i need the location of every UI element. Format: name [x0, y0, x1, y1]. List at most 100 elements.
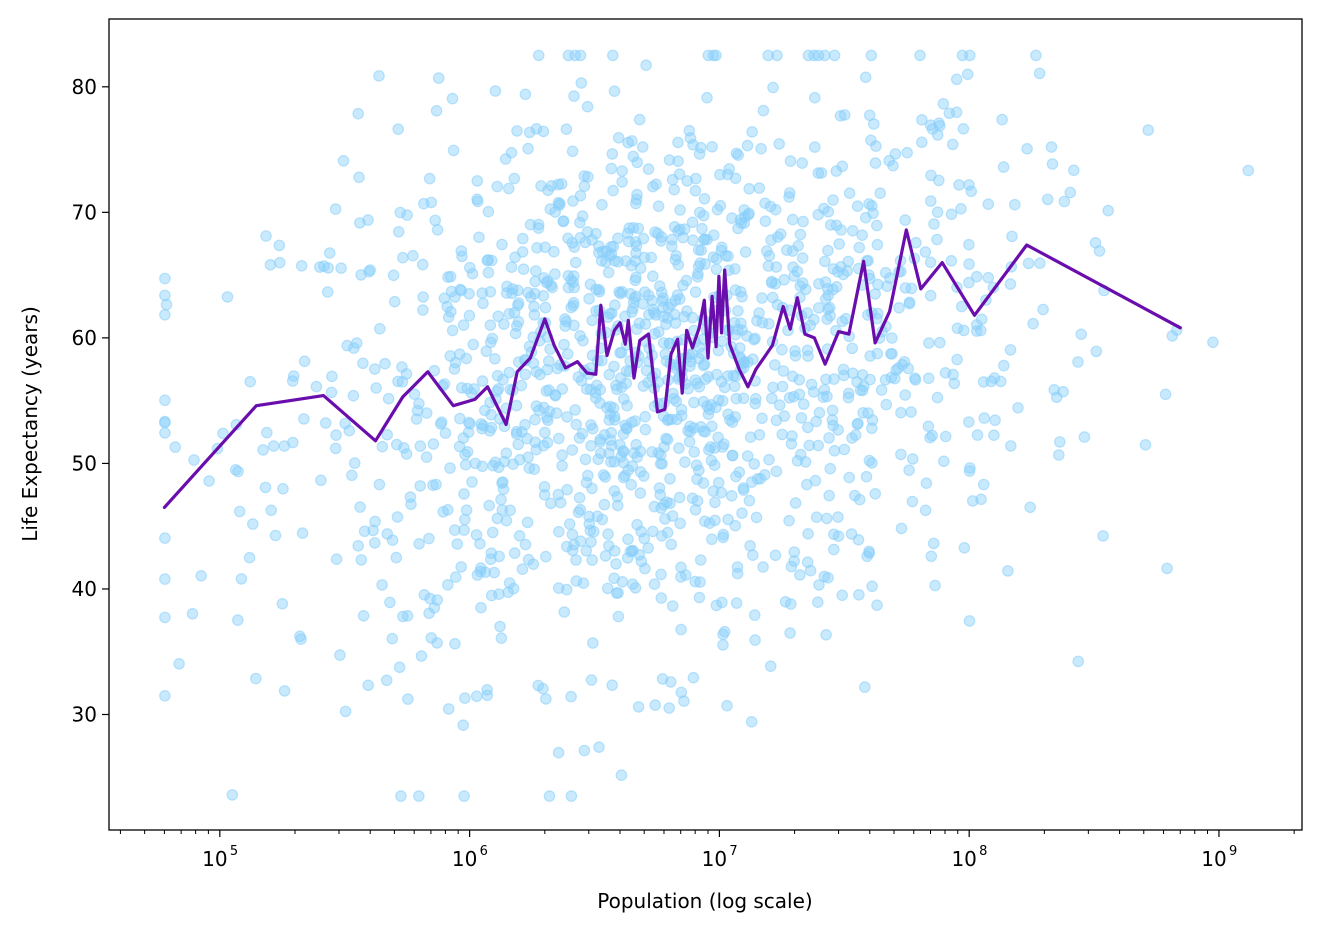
scatter-point: [471, 569, 484, 581]
scatter-point: [804, 319, 816, 332]
scatter-point: [463, 261, 476, 274]
x-tick-label: 10: [1201, 847, 1226, 871]
scatter-point: [469, 457, 482, 470]
scatter-point: [763, 250, 776, 262]
scatter-point: [863, 454, 876, 467]
scatter-point: [512, 297, 525, 309]
scatter-point: [348, 457, 361, 469]
scatter-point: [504, 504, 516, 517]
scatter-point: [734, 213, 747, 226]
scatter-point: [849, 429, 862, 441]
scatter-point: [988, 429, 1000, 441]
scatter-point: [1242, 164, 1255, 177]
scatter-point: [560, 123, 573, 135]
scatter-point: [811, 596, 824, 608]
scatter-point: [458, 790, 470, 802]
scatter-point: [801, 307, 814, 319]
scatter-point: [727, 369, 740, 382]
scatter-point: [905, 406, 917, 418]
scatter-point: [635, 555, 648, 568]
scatter-point: [797, 215, 809, 228]
scatter-point: [799, 283, 812, 296]
scatter-point: [516, 232, 529, 245]
scatter-point: [645, 251, 658, 264]
scatter-point: [358, 525, 371, 538]
scatter-point: [471, 175, 484, 187]
scatter-point: [689, 286, 702, 298]
scatter-point: [653, 482, 666, 494]
scatter-point: [586, 314, 598, 327]
scatter-point: [666, 600, 679, 612]
scatter-point: [928, 218, 940, 230]
scatter-point: [910, 236, 922, 249]
scatter-point: [945, 254, 958, 267]
scatter-point: [411, 404, 424, 417]
scatter-point: [412, 790, 425, 802]
scatter-point: [512, 315, 525, 328]
scatter-point: [748, 609, 761, 621]
scatter-point: [812, 302, 825, 314]
scatter-point: [470, 690, 483, 703]
scatter-point: [457, 319, 470, 331]
scatter-point: [400, 448, 413, 460]
scatter-point: [401, 609, 414, 622]
scatter-point: [1033, 67, 1046, 80]
scatter-point: [568, 90, 580, 102]
scatter-point: [843, 187, 856, 199]
scatter-point: [402, 693, 414, 705]
scatter-point: [616, 176, 628, 188]
scatter-point: [920, 477, 933, 489]
scatter-point: [519, 88, 532, 101]
scatter-point: [354, 501, 366, 513]
scatter-point: [221, 291, 234, 303]
scatter-point: [423, 172, 436, 185]
scatter-point: [757, 561, 769, 573]
scatter-point: [561, 411, 573, 423]
scatter-point: [427, 438, 440, 450]
scatter-point: [657, 337, 670, 349]
scatter-point: [370, 382, 382, 394]
scatter-point: [709, 514, 721, 527]
y-tick-label: 60: [72, 326, 97, 350]
scatter-point: [555, 178, 568, 190]
scatter-point: [549, 268, 561, 280]
scatter-point: [615, 346, 628, 359]
scatter-point: [899, 389, 911, 401]
scatter-point: [637, 470, 650, 482]
scatter-point: [576, 210, 589, 222]
scatter-point: [729, 263, 741, 275]
scatter-point: [319, 417, 332, 429]
scatter-point: [689, 575, 701, 588]
scatter-point: [491, 369, 504, 382]
scatter-point: [757, 104, 770, 117]
scatter-point: [160, 298, 173, 311]
x-tick-exponent: 7: [729, 844, 737, 859]
scatter-point: [1093, 245, 1106, 257]
scatter-point: [585, 674, 598, 686]
scatter-point: [801, 344, 814, 357]
scatter-point: [630, 240, 643, 252]
scatter-point: [339, 417, 351, 430]
scatter-point: [538, 480, 551, 493]
scatter-point: [801, 556, 814, 568]
scatter-point: [710, 263, 723, 276]
scatter-point: [186, 607, 199, 620]
scatter-point: [586, 637, 599, 649]
scatter-point: [392, 226, 405, 238]
scatter-point: [865, 422, 878, 435]
y-tick-label: 80: [72, 75, 97, 99]
scatter-point: [542, 184, 554, 197]
scatter-point: [260, 426, 273, 439]
scatter-point: [530, 123, 543, 135]
scatter-point: [606, 49, 619, 62]
scatter-point: [707, 49, 720, 62]
scatter-point: [865, 49, 878, 62]
scatter-point: [640, 364, 653, 377]
scatter-point: [508, 172, 521, 185]
scatter-point: [329, 442, 342, 455]
scatter-point: [582, 171, 594, 183]
scatter-point: [794, 448, 807, 461]
scatter-point: [355, 554, 368, 566]
scatter-point: [294, 630, 306, 643]
scatter-point: [531, 242, 543, 254]
